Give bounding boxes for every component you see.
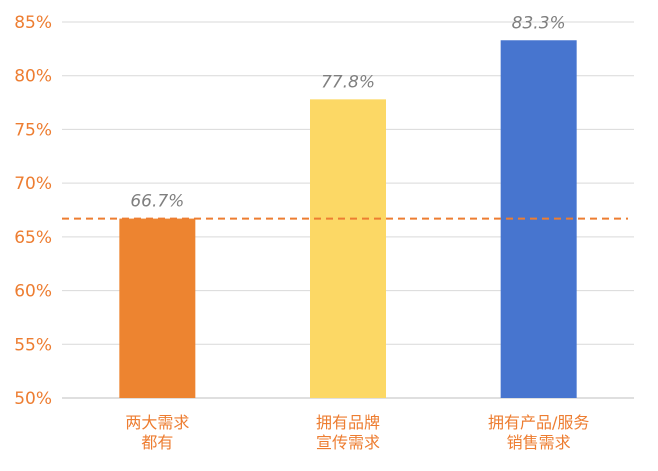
data-label: 83.3% bbox=[512, 13, 566, 33]
data-label: 77.8% bbox=[321, 72, 375, 92]
y-tick-label: 65% bbox=[14, 228, 52, 248]
category-label: 宣传需求 bbox=[316, 433, 380, 452]
y-tick-label: 80% bbox=[14, 67, 52, 87]
y-tick-label: 75% bbox=[14, 120, 52, 140]
category-label: 都有 bbox=[141, 433, 173, 452]
category-label: 拥有产品/服务 bbox=[488, 413, 589, 432]
bars bbox=[119, 40, 577, 399]
bar bbox=[119, 218, 196, 398]
y-axis-tick-labels: 50% 55% 60% 65% 70% 75% 80% 85% bbox=[14, 13, 52, 409]
bar bbox=[310, 99, 386, 398]
y-tick-label: 60% bbox=[14, 282, 52, 302]
y-tick-label: 85% bbox=[14, 13, 52, 33]
y-tick-label: 50% bbox=[14, 389, 52, 409]
data-labels: 66.7% 77.8% 83.3% bbox=[130, 13, 565, 211]
y-tick-label: 70% bbox=[14, 174, 52, 194]
data-label: 66.7% bbox=[130, 192, 184, 212]
category-label: 两大需求 bbox=[125, 413, 189, 432]
category-label: 拥有品牌 bbox=[316, 413, 380, 432]
y-tick-label: 55% bbox=[14, 335, 52, 355]
bar bbox=[500, 40, 577, 399]
category-label: 销售需求 bbox=[507, 433, 571, 452]
